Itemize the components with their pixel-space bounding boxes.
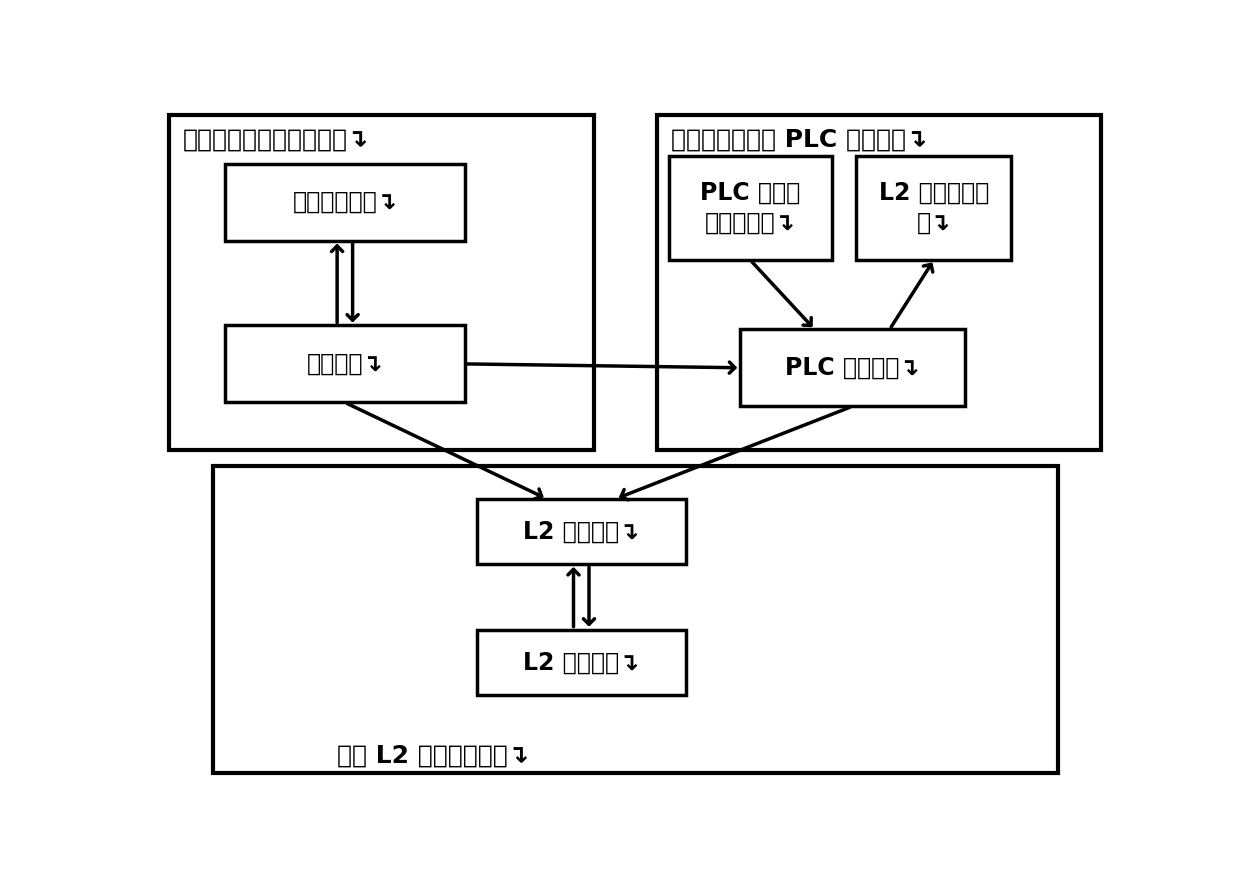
Text: L2 通信模块↴: L2 通信模块↴ (523, 519, 639, 543)
Bar (224, 163, 465, 241)
Bar (857, 156, 1012, 260)
Bar (657, 115, 1101, 450)
Bar (224, 326, 465, 403)
Text: 转炉铁合金加料 PLC 控制系统↴: 转炉铁合金加料 PLC 控制系统↴ (671, 128, 928, 152)
Bar (668, 156, 832, 260)
Text: 转炉 L2 过程控制系统↴: 转炉 L2 过程控制系统↴ (337, 743, 529, 768)
Bar (476, 630, 686, 695)
Bar (740, 329, 965, 406)
Text: L2 数据采集模
块↴: L2 数据采集模 块↴ (879, 181, 990, 235)
Text: 合金计算模块↴: 合金计算模块↴ (293, 190, 397, 215)
Bar (169, 115, 594, 450)
Text: L2 通信模块↴: L2 通信模块↴ (523, 650, 639, 675)
Text: PLC 通信模块↴: PLC 通信模块↴ (785, 356, 920, 380)
Bar (213, 466, 1058, 773)
Bar (476, 499, 686, 564)
Text: 转炉合金投入量计算系统↴: 转炉合金投入量计算系统↴ (184, 128, 370, 152)
Text: PLC 现场数
据采集模块↴: PLC 现场数 据采集模块↴ (701, 181, 800, 235)
Text: 通信模块↴: 通信模块↴ (306, 352, 383, 376)
